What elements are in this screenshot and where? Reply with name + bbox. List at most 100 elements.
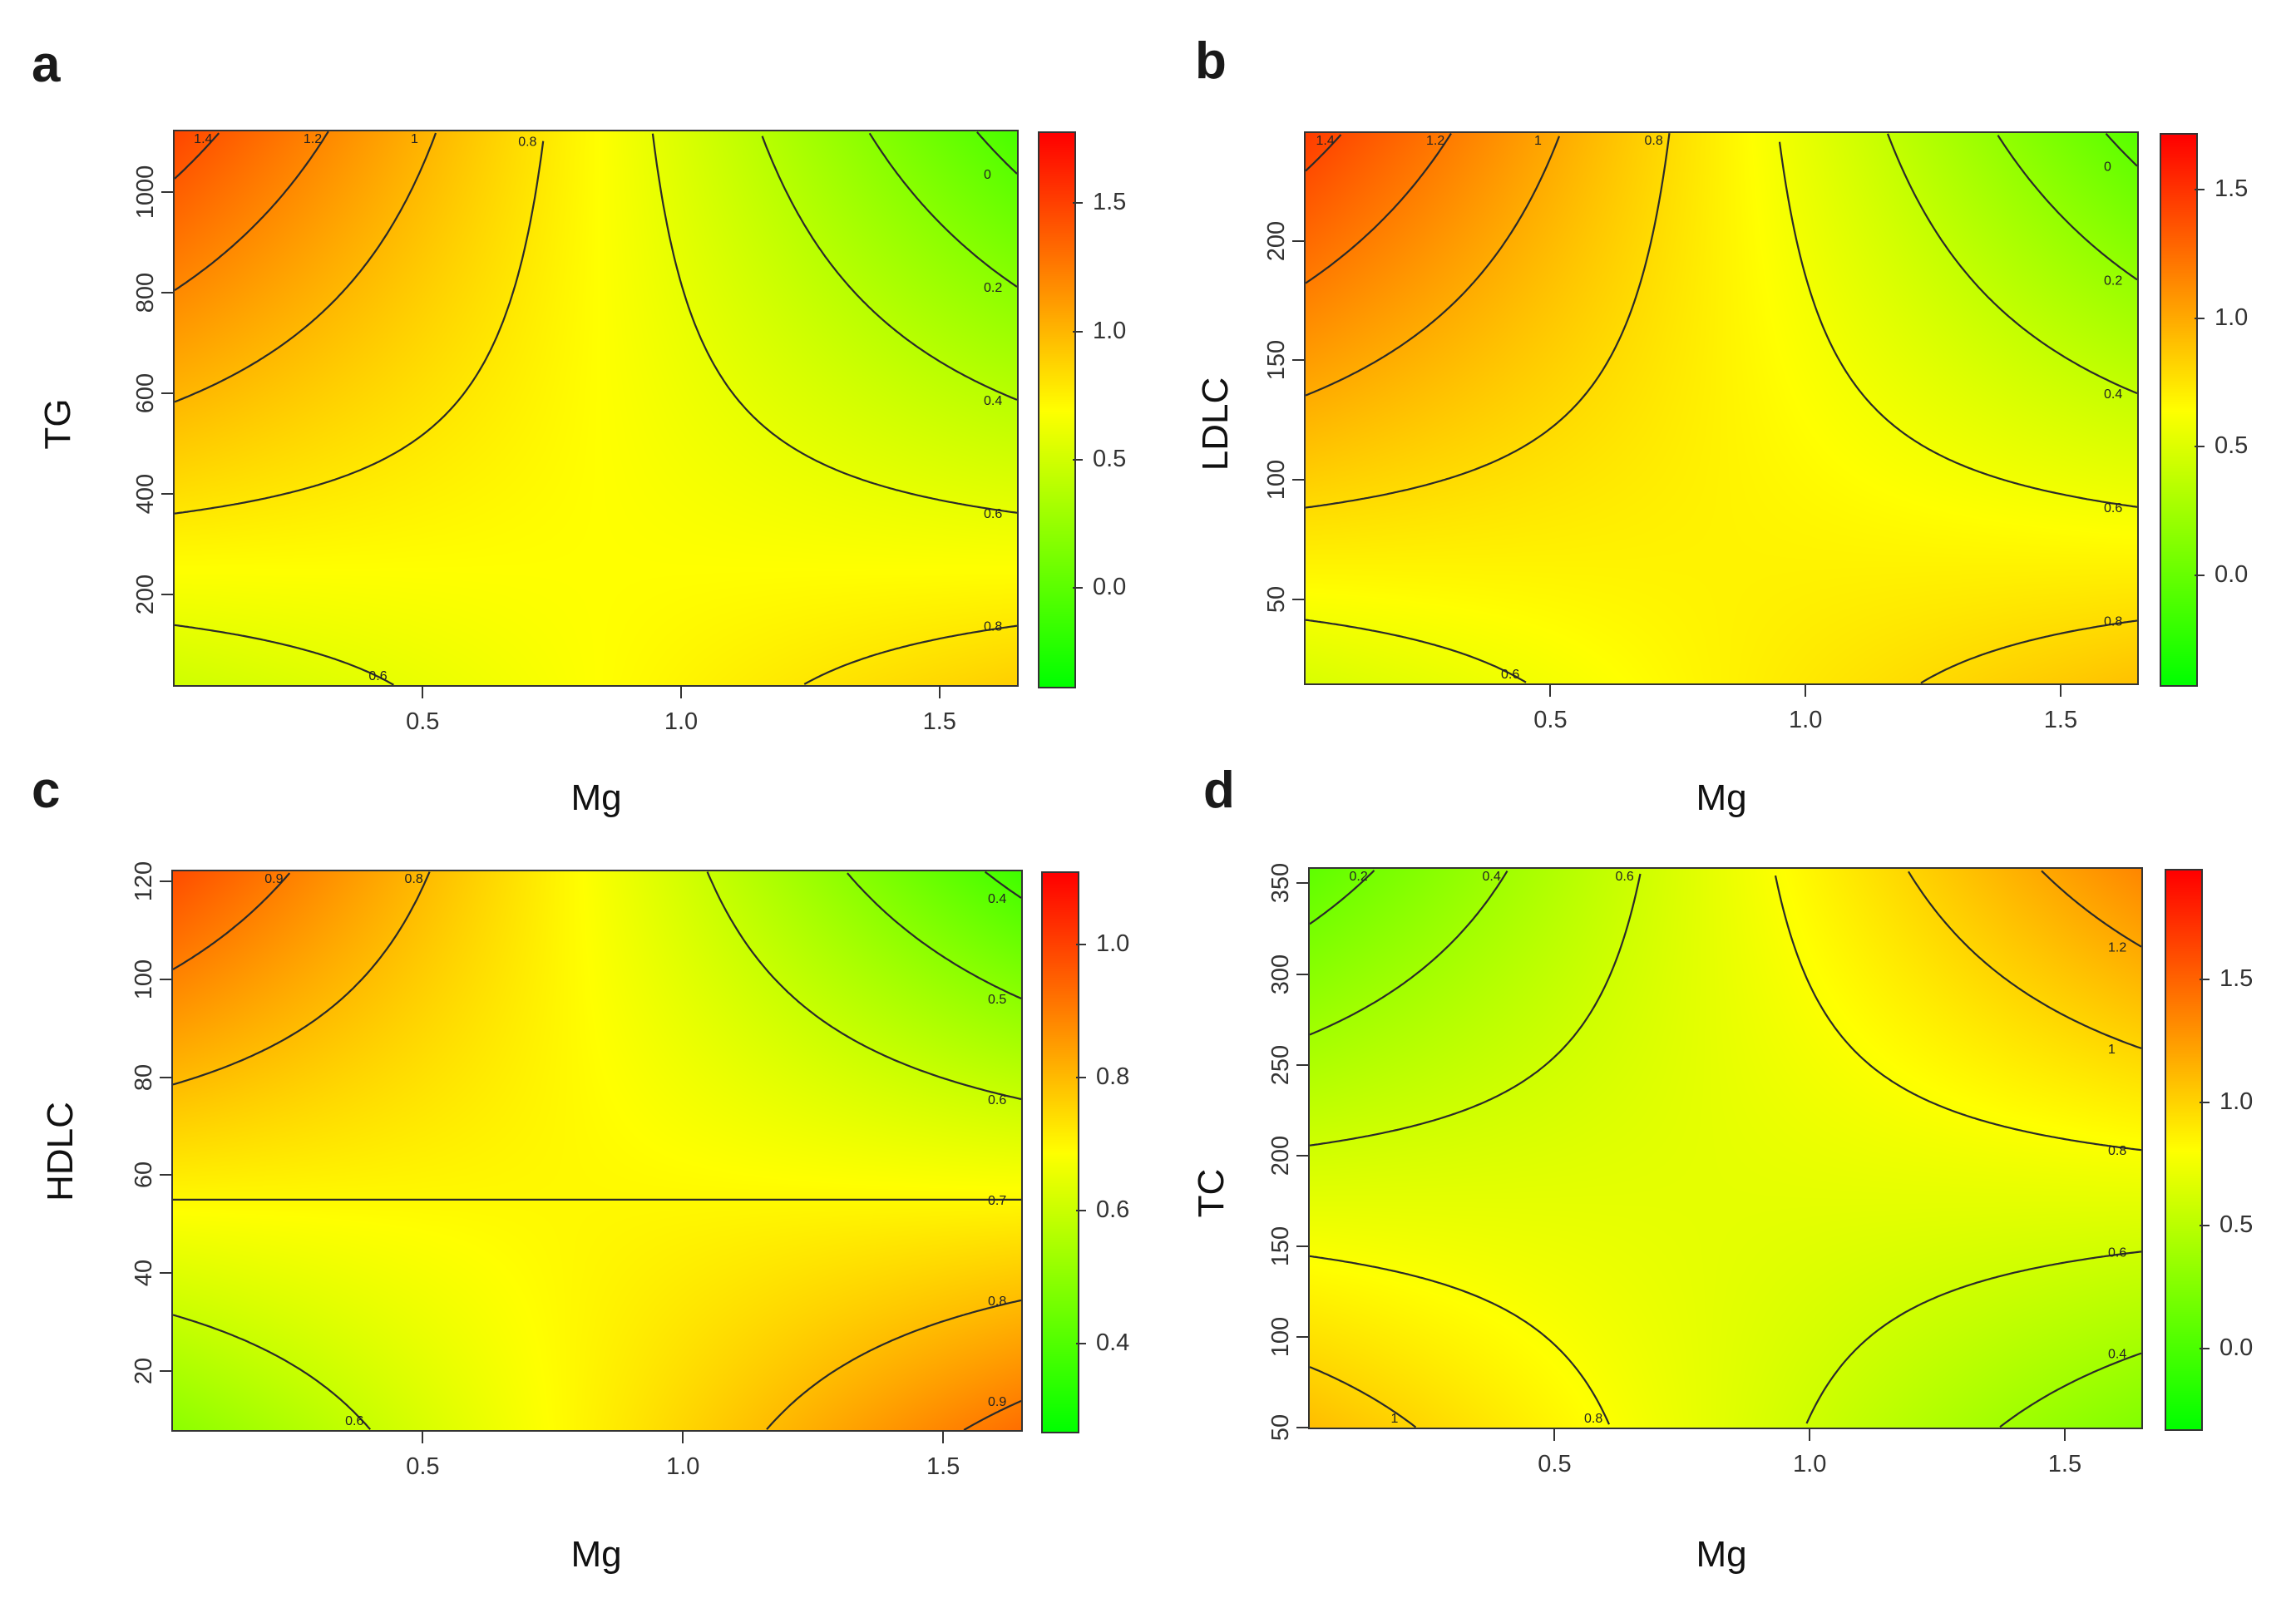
x-tick-label: 1.5 [2047, 1451, 2082, 1477]
plot-frame [1304, 131, 2139, 685]
contour-line [1774, 875, 2142, 1152]
contour-line [706, 871, 1022, 1101]
y-tick-label: 100 [1263, 460, 1290, 501]
contour-level-label: 0.6 [984, 507, 1002, 521]
contour-line [174, 131, 329, 292]
x-tick-label: 1.5 [922, 708, 956, 735]
contour-line [761, 136, 1018, 401]
contour-level-label: 0.6 [2104, 501, 2122, 515]
contour-line [1305, 619, 1527, 683]
contour-level-label: 0.8 [405, 872, 423, 886]
plot-frame [173, 130, 1019, 687]
x-tick-mark [1549, 685, 1552, 697]
y-tick-mark [1296, 882, 1308, 885]
colorbar-tick-label: 1.5 [2215, 175, 2249, 203]
contour-level-label: 1.2 [304, 132, 322, 146]
contour-line [172, 872, 291, 970]
x-tick-label: 1.5 [2043, 707, 2078, 733]
contour-level-label: 0.8 [2108, 1144, 2126, 1158]
contour-line [1886, 133, 2138, 395]
colorbar [1038, 131, 1076, 688]
contour-line [172, 1314, 372, 1430]
y-tick-label: 80 [131, 1063, 157, 1091]
y-tick-mark [160, 1076, 171, 1078]
y-tick-mark [1296, 1335, 1308, 1338]
contour-line [2041, 870, 2142, 948]
colorbar-tick-label: 1.0 [1093, 317, 1127, 344]
contour-line [1309, 873, 1642, 1147]
colorbar-tick-mark [2200, 1348, 2210, 1350]
y-tick-label: 600 [132, 372, 159, 414]
colorbar-tick-mark [2195, 446, 2205, 448]
x-tick-mark [1805, 685, 1807, 697]
y-tick-label: 200 [132, 574, 159, 615]
x-tick-label: 0.5 [1538, 1451, 1572, 1477]
contour-level-label: 1.2 [2108, 941, 2126, 955]
y-axis-label: LDLC [1195, 377, 1236, 471]
contour-level-label: 0.9 [264, 872, 283, 886]
y-tick-label: 60 [131, 1162, 157, 1189]
contour-line [1778, 141, 2138, 508]
contour-level-label: 0.5 [988, 993, 1006, 1007]
contour-level-label: 0.4 [1483, 870, 1501, 884]
y-tick-mark [160, 1370, 171, 1373]
contour-level-label: 0.4 [2108, 1348, 2126, 1362]
contour-line [1997, 135, 2138, 281]
contour-level-label: 0.2 [1350, 870, 1368, 884]
contour-line [1805, 1250, 2142, 1424]
y-tick-mark [161, 392, 173, 394]
contour-level-label: 0.8 [1584, 1412, 1602, 1426]
contour-line [1309, 870, 1375, 925]
y-tick-mark [1292, 599, 1304, 601]
y-tick-mark [161, 594, 173, 596]
contour-lines: 0 0.2 0.4 0.6 0.6 0.8 0.8 1 1.2 1.4 [174, 131, 1018, 686]
y-tick-label: 100 [1267, 1316, 1294, 1358]
y-axis-label: HDLC [40, 1102, 81, 1201]
y-tick-mark [1296, 1245, 1308, 1247]
x-tick-label: 1.0 [1789, 707, 1823, 733]
x-tick-label: 1.5 [926, 1453, 960, 1480]
x-tick-mark [938, 687, 941, 698]
x-axis-label: Mg [1696, 777, 1747, 818]
colorbar-tick-label: 0.4 [1096, 1329, 1130, 1356]
colorbar-tick-mark [2195, 317, 2205, 319]
contour-level-label: 0.8 [2104, 614, 2122, 629]
y-tick-label: 300 [1267, 954, 1294, 994]
contour-level-label: 0.4 [2104, 387, 2122, 402]
colorbar-tick-label: 0.5 [2215, 432, 2249, 460]
colorbar-tick-mark [2195, 189, 2205, 191]
plot-frame [171, 870, 1023, 1432]
contour-line [651, 133, 1018, 514]
contour-lines: 0.4 0.5 0.6 0.6 0.7 0.8 0.8 0.9 0.9 [172, 871, 1022, 1431]
contour-level-label: 0 [984, 168, 991, 182]
panel-letter: d [1203, 762, 1235, 819]
x-tick-mark [2063, 1429, 2066, 1441]
contour-level-label: 0.6 [1616, 870, 1634, 884]
contour-line [1920, 619, 2138, 684]
x-tick-mark [422, 687, 424, 698]
y-tick-mark [1296, 973, 1308, 975]
contour-line [766, 1299, 1022, 1430]
x-tick-label: 0.5 [406, 708, 440, 735]
contour-line [1305, 134, 1342, 172]
colorbar-tick-label: 1.5 [1093, 189, 1127, 216]
heatmap-surface [173, 871, 1021, 1430]
colorbar-tick-label: 0.5 [2219, 1211, 2254, 1239]
colorbar-tick-mark [2200, 979, 2210, 981]
colorbar-tick-mark [1073, 586, 1083, 589]
y-tick-label: 50 [1267, 1413, 1294, 1442]
contour-level-label: 0.4 [984, 394, 1002, 408]
contour-line [172, 871, 431, 1086]
y-tick-label: 100 [131, 959, 157, 999]
contour-line [1305, 133, 1671, 509]
colorbar-tick-label: 0.8 [1096, 1063, 1130, 1090]
colorbar-tick-mark [1076, 1210, 1086, 1211]
contour-level-label: 0.9 [988, 1395, 1006, 1409]
colorbar-tick-label: 1.0 [2215, 303, 2249, 331]
colorbar-tick-mark [1076, 1343, 1086, 1344]
contour-level-label: 1.4 [1316, 134, 1335, 148]
panel-letter: a [32, 36, 61, 93]
y-tick-mark [1296, 1063, 1308, 1066]
colorbar-tick-label: 0.0 [2219, 1334, 2254, 1362]
heatmap-surface [1306, 133, 2137, 683]
